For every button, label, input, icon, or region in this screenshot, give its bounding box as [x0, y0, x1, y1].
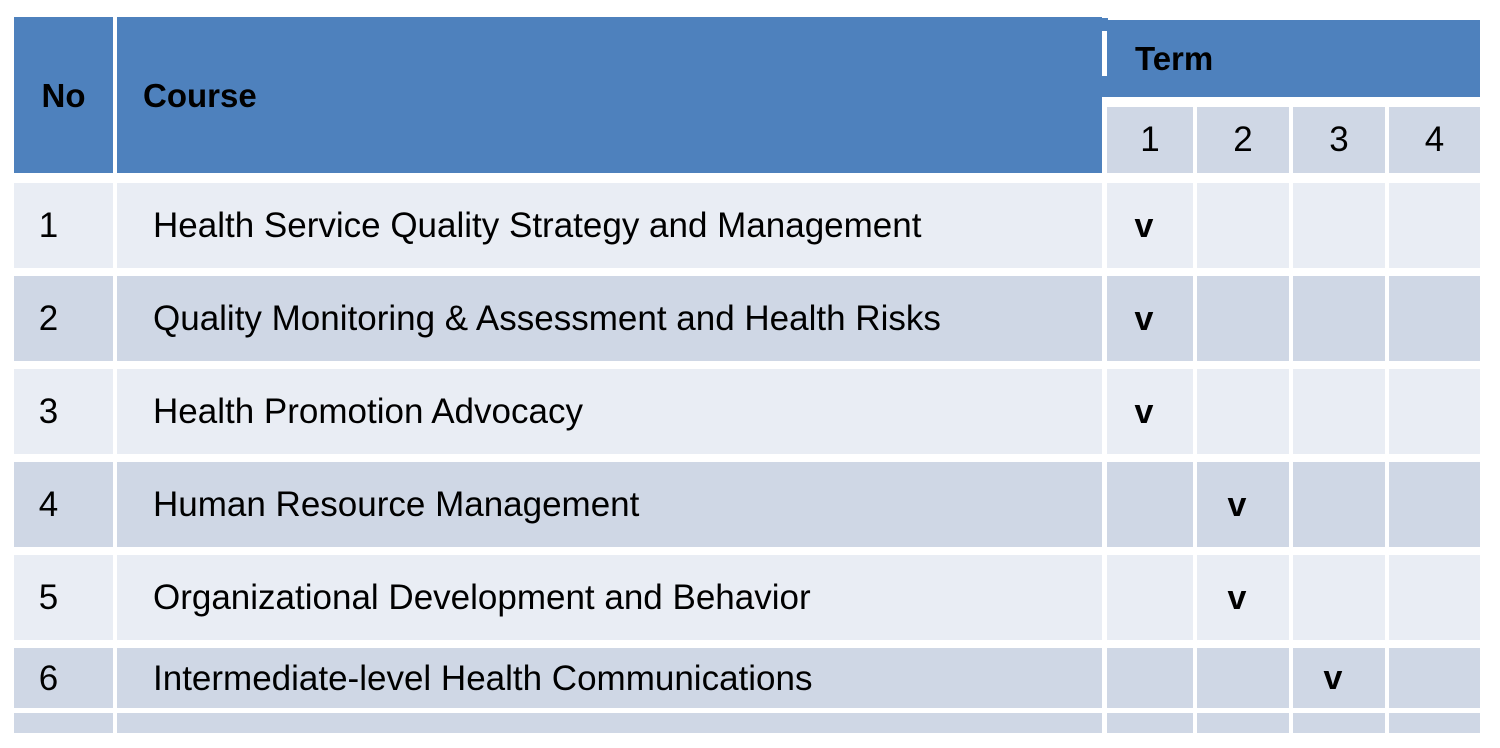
partial-term-cell	[1389, 713, 1480, 733]
row-number: 1	[38, 206, 59, 245]
row-number-cell: 3	[14, 369, 113, 454]
term-mark-cell	[1197, 183, 1289, 268]
term-mark-cell: v	[1107, 183, 1193, 268]
term-mark-cell	[1107, 648, 1193, 708]
row-number-cell: 6	[14, 648, 113, 708]
term-mark: v	[1134, 206, 1154, 245]
header-no-label: No	[41, 76, 86, 114]
term-mark: v	[1323, 659, 1343, 697]
row-number: 3	[38, 392, 59, 431]
header-term-4-cell: 4	[1389, 107, 1480, 173]
course-name: Human Resource Management	[153, 485, 640, 524]
term-mark-cell	[1197, 648, 1289, 708]
partial-course-cell	[117, 713, 1102, 733]
term-mark-cell	[1389, 183, 1480, 268]
term-mark-cell: v	[1197, 462, 1289, 547]
header-term-label: Term	[1135, 39, 1214, 77]
term-mark: v	[1227, 578, 1247, 617]
row-number-cell: 4	[14, 462, 113, 547]
term-mark-cell	[1293, 276, 1385, 361]
term-column-label: 3	[1329, 120, 1349, 159]
term-mark-cell	[1107, 462, 1193, 547]
term-mark: v	[1227, 485, 1247, 524]
course-cell: Quality Monitoring & Assessment and Heal…	[117, 276, 1102, 361]
term-mark-cell	[1293, 555, 1385, 640]
term-mark-cell	[1389, 648, 1480, 708]
row-number-cell: 2	[14, 276, 113, 361]
header-term-1-cell: 1	[1107, 107, 1193, 173]
course-cell: Human Resource Management	[117, 462, 1102, 547]
partial-row-number-cell	[14, 713, 113, 733]
row-number: 2	[38, 299, 59, 338]
term-mark-cell	[1293, 369, 1385, 454]
course-cell: Organizational Development and Behavior	[117, 555, 1102, 640]
course-name: Health Service Quality Strategy and Mana…	[153, 206, 922, 245]
term-column-label: 2	[1233, 120, 1253, 159]
partial-term-cell	[1107, 713, 1193, 733]
term-mark-cell	[1293, 183, 1385, 268]
table-edge-sliver	[1102, 18, 1108, 31]
header-term-2-cell: 2	[1197, 107, 1289, 173]
term-mark-cell: v	[1107, 369, 1193, 454]
header-course-cell: Course	[117, 17, 1102, 173]
term-mark-cell	[1389, 555, 1480, 640]
row-number: 5	[38, 578, 59, 617]
course-name: Health Promotion Advocacy	[153, 392, 583, 431]
term-mark: v	[1134, 392, 1154, 431]
table-edge-sliver	[1102, 76, 1108, 97]
course-term-table: No Course 1 Health Service Quality Strat…	[14, 17, 1480, 733]
term-mark-cell: v	[1293, 648, 1385, 708]
course-cell: Health Promotion Advocacy	[117, 369, 1102, 454]
term-mark: v	[1134, 299, 1154, 338]
course-name: Intermediate-level Health Communications	[153, 658, 813, 698]
header-course-label: Course	[143, 76, 257, 114]
course-cell: Intermediate-level Health Communications	[117, 648, 1102, 708]
header-term-3-cell: 3	[1293, 107, 1385, 173]
term-mark-cell	[1197, 369, 1289, 454]
term-mark-cell: v	[1107, 276, 1193, 361]
term-mark-cell	[1197, 276, 1289, 361]
row-number: 6	[38, 658, 59, 698]
header-no-cell: No	[14, 17, 113, 173]
row-number: 4	[38, 485, 59, 524]
term-mark-cell	[1389, 462, 1480, 547]
row-number-cell: 5	[14, 555, 113, 640]
term-column-label: 4	[1424, 120, 1445, 159]
term-mark-cell	[1293, 462, 1385, 547]
course-name: Quality Monitoring & Assessment and Heal…	[153, 299, 941, 338]
row-number-cell: 1	[14, 183, 113, 268]
term-mark-cell: v	[1197, 555, 1289, 640]
term-mark-cell	[1389, 276, 1480, 361]
partial-term-cell	[1293, 713, 1385, 733]
term-mark-cell	[1389, 369, 1480, 454]
term-mark-cell	[1107, 555, 1193, 640]
course-cell: Health Service Quality Strategy and Mana…	[117, 183, 1102, 268]
partial-term-cell	[1197, 713, 1289, 733]
header-term-cell: Term	[1107, 20, 1480, 97]
term-column-label: 1	[1140, 120, 1160, 159]
course-name: Organizational Development and Behavior	[153, 578, 811, 617]
